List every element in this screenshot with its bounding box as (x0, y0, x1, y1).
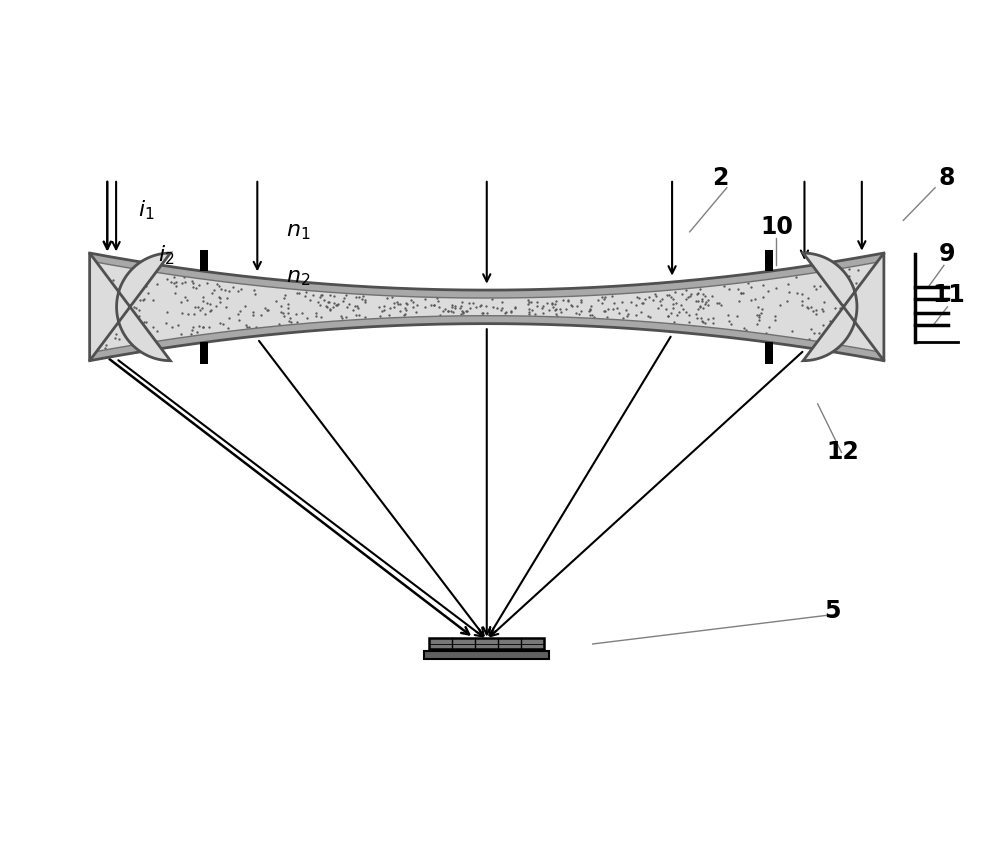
Bar (424, 651, 549, 659)
Bar (429, 638, 544, 649)
Polygon shape (803, 253, 884, 360)
Text: $n_2$: $n_2$ (286, 266, 310, 288)
Polygon shape (90, 253, 884, 298)
Text: 5: 5 (824, 598, 840, 623)
Text: $i_1$: $i_1$ (138, 199, 155, 222)
Text: 10: 10 (760, 216, 793, 239)
Polygon shape (90, 253, 170, 360)
Text: 11: 11 (932, 284, 965, 308)
Bar (765, 250, 773, 271)
Text: 12: 12 (827, 440, 859, 463)
Text: 9: 9 (939, 242, 955, 266)
Bar (765, 343, 773, 364)
Text: $n_1$: $n_1$ (286, 220, 310, 242)
Text: 8: 8 (939, 166, 955, 190)
Text: 2: 2 (712, 166, 728, 190)
Polygon shape (90, 316, 884, 360)
Bar (200, 250, 208, 271)
Polygon shape (90, 261, 884, 353)
Bar (200, 343, 208, 364)
Text: $i_2$: $i_2$ (158, 243, 175, 267)
